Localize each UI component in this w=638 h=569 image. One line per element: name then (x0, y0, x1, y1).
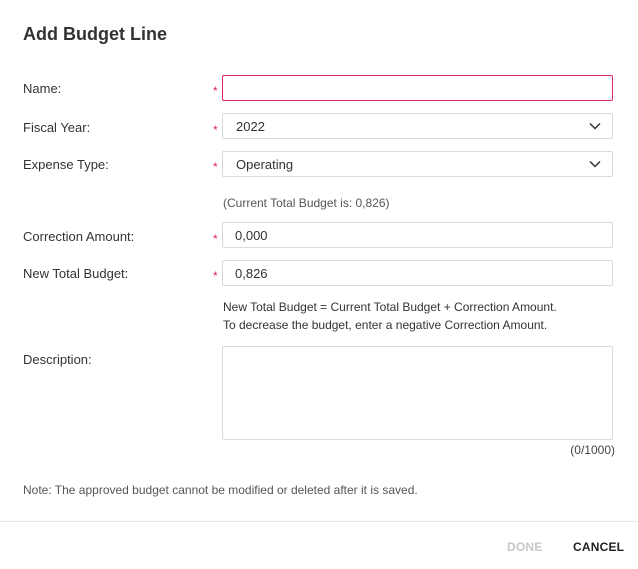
fiscal-year-select[interactable]: 2022 (222, 113, 613, 139)
correction-amount-label: Correction Amount: (23, 229, 135, 244)
description-char-counter: (0/1000) (570, 443, 615, 457)
done-button[interactable]: DONE (507, 540, 543, 554)
current-total-hint: (Current Total Budget is: 0,826) (223, 196, 390, 210)
chevron-down-icon (589, 122, 601, 130)
name-input[interactable] (222, 75, 613, 101)
description-label: Description: (23, 352, 92, 367)
footer-divider (0, 521, 638, 522)
fiscal-year-value: 2022 (236, 119, 265, 134)
name-label: Name: (23, 81, 62, 96)
correction-amount-required-mark: * (213, 232, 218, 246)
expense-type-label: Expense Type: (23, 157, 109, 172)
dialog-title: Add Budget Line (23, 24, 167, 44)
expense-type-select[interactable]: Operating (222, 151, 613, 177)
new-total-budget-input[interactable] (222, 260, 613, 286)
formula-hint-line2: To decrease the budget, enter a negative… (223, 318, 548, 332)
correction-amount-input[interactable] (222, 222, 613, 248)
cancel-button[interactable]: CANCEL (573, 540, 625, 554)
approval-note: Note: The approved budget cannot be modi… (23, 483, 418, 497)
formula-hint-line1: New Total Budget = Current Total Budget … (223, 300, 557, 314)
fiscal-year-label: Fiscal Year: (23, 120, 91, 135)
expense-type-required-mark: * (213, 160, 218, 174)
fiscal-year-required-mark: * (213, 123, 218, 137)
expense-type-value: Operating (236, 157, 294, 172)
chevron-down-icon (589, 160, 601, 168)
new-total-budget-required-mark: * (213, 269, 218, 283)
new-total-budget-label: New Total Budget: (23, 266, 129, 281)
description-textarea[interactable] (222, 346, 613, 440)
name-required-mark: * (213, 84, 218, 98)
